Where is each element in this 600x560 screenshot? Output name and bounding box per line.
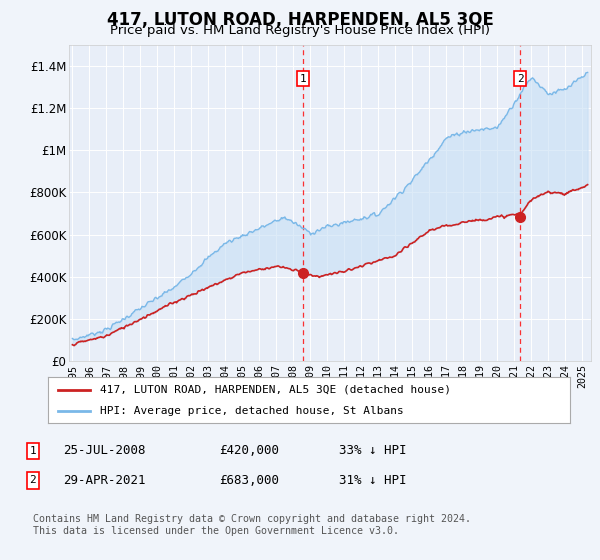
Text: £420,000: £420,000 <box>219 444 279 458</box>
Text: 1: 1 <box>29 446 37 456</box>
Text: 2: 2 <box>517 73 523 83</box>
Text: 25-JUL-2008: 25-JUL-2008 <box>63 444 146 458</box>
Text: Price paid vs. HM Land Registry's House Price Index (HPI): Price paid vs. HM Land Registry's House … <box>110 24 490 36</box>
Text: 417, LUTON ROAD, HARPENDEN, AL5 3QE (detached house): 417, LUTON ROAD, HARPENDEN, AL5 3QE (det… <box>100 385 451 395</box>
Text: HPI: Average price, detached house, St Albans: HPI: Average price, detached house, St A… <box>100 407 404 416</box>
Text: 417, LUTON ROAD, HARPENDEN, AL5 3QE: 417, LUTON ROAD, HARPENDEN, AL5 3QE <box>107 11 493 29</box>
Text: 31% ↓ HPI: 31% ↓ HPI <box>339 474 407 487</box>
Text: 29-APR-2021: 29-APR-2021 <box>63 474 146 487</box>
Text: £683,000: £683,000 <box>219 474 279 487</box>
Text: 2: 2 <box>29 475 37 486</box>
Text: Contains HM Land Registry data © Crown copyright and database right 2024.
This d: Contains HM Land Registry data © Crown c… <box>33 514 471 536</box>
Text: 1: 1 <box>300 73 307 83</box>
Text: 33% ↓ HPI: 33% ↓ HPI <box>339 444 407 458</box>
